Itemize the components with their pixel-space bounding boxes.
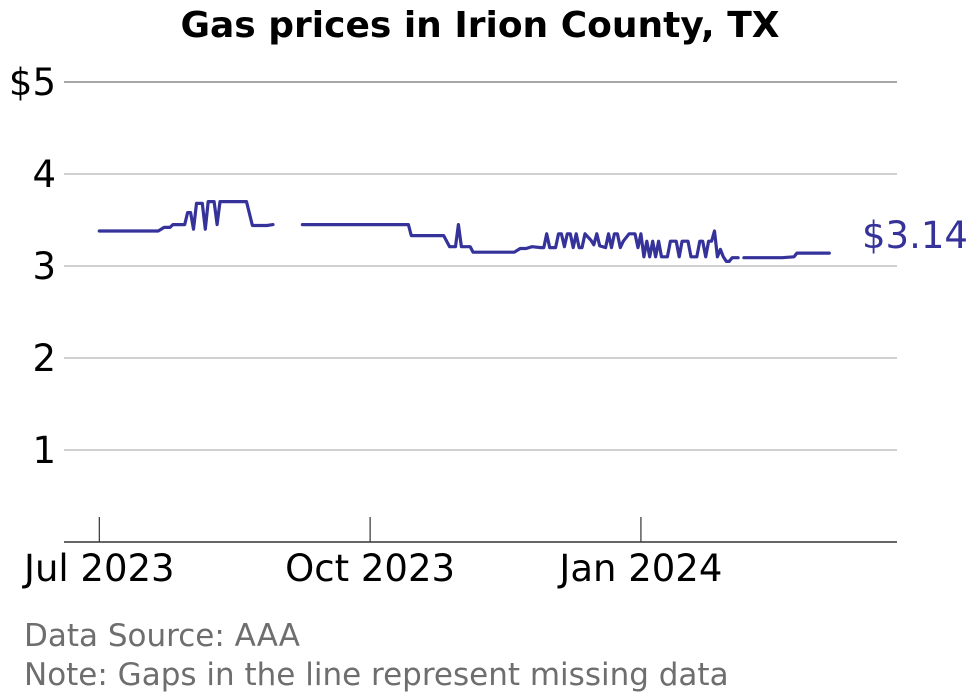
y-tick-label: 4 <box>32 153 56 196</box>
gridlines <box>64 81 897 451</box>
y-tick-label: 1 <box>32 429 56 472</box>
chart-note: Note: Gaps in the line represent missing… <box>24 657 729 693</box>
price-line-segment <box>742 251 831 260</box>
x-tick-label: Jul 2023 <box>22 547 175 590</box>
price-line-segment <box>97 200 275 233</box>
y-tick-label: 3 <box>32 245 56 288</box>
y-axis-tick-labels: $5 4 3 2 1 <box>9 61 56 472</box>
x-axis-ticks: Jul 2023 Oct 2023 Jan 2024 <box>22 517 722 590</box>
latest-price-label: $3.14 <box>862 214 968 257</box>
y-tick-label: 2 <box>32 337 56 380</box>
y-tick-label: $5 <box>9 61 56 104</box>
price-line-segment <box>300 223 740 263</box>
price-line <box>97 200 831 263</box>
chart-title: Gas prices in Irion County, TX <box>180 5 779 46</box>
data-source: Data Source: AAA <box>24 618 300 654</box>
x-tick-label: Jan 2024 <box>557 547 722 590</box>
x-tick-label: Oct 2023 <box>285 547 455 590</box>
